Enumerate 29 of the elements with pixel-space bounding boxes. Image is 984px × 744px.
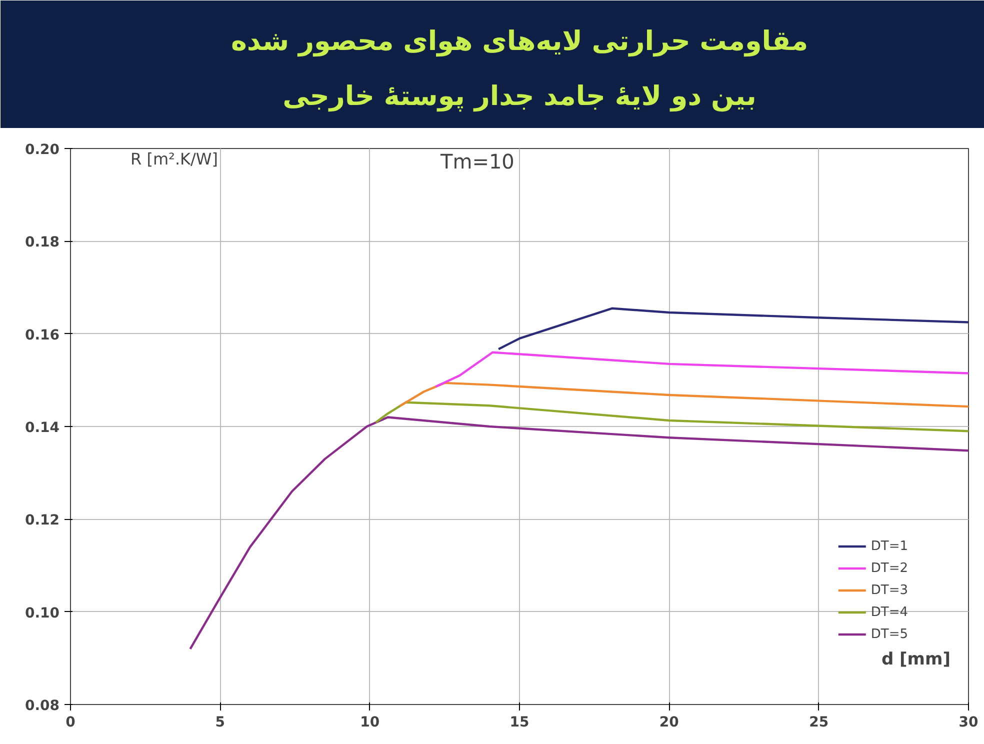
x-axis-title: d [mm] xyxy=(881,650,951,670)
line-series xyxy=(434,351,968,388)
y-tick-label: 0.16 xyxy=(24,327,60,344)
legend-label: DT=4 xyxy=(870,604,908,620)
line-series xyxy=(497,307,968,350)
y-tick-label: 0.14 xyxy=(24,420,60,436)
x-tick-label: 15 xyxy=(510,714,530,730)
x-tick-label: 30 xyxy=(958,714,978,730)
y-axis-title: R [m².K/W] xyxy=(130,150,218,168)
x-tick-label: 20 xyxy=(659,714,680,730)
line-series xyxy=(398,382,968,408)
y-tick-label: 0.20 xyxy=(24,142,60,158)
x-tick-label: 25 xyxy=(809,714,829,730)
x-tick-label: 10 xyxy=(360,714,380,730)
legend-label: DT=5 xyxy=(870,626,908,642)
legend-label: DT=3 xyxy=(870,582,908,598)
x-tick-label: 0 xyxy=(66,714,76,730)
chart-title: مقاومت حرارتی لایه‌های هوای محصور شده xyxy=(230,26,808,57)
legend-label: DT=1 xyxy=(870,538,908,554)
y-tick-label: 0.08 xyxy=(24,698,60,714)
y-tick-label: 0.10 xyxy=(24,605,60,622)
y-tick-label: 0.12 xyxy=(24,512,60,529)
annotation: Tm=10 xyxy=(440,150,514,174)
chart-subtitle: بین دو لایهٔ جامد جدار پوستهٔ خارجی xyxy=(282,81,756,112)
legend-label: DT=2 xyxy=(870,560,908,576)
line-series xyxy=(374,401,968,432)
x-tick-label: 5 xyxy=(215,714,226,730)
line-series xyxy=(189,416,968,650)
y-tick-label: 0.18 xyxy=(24,234,60,251)
